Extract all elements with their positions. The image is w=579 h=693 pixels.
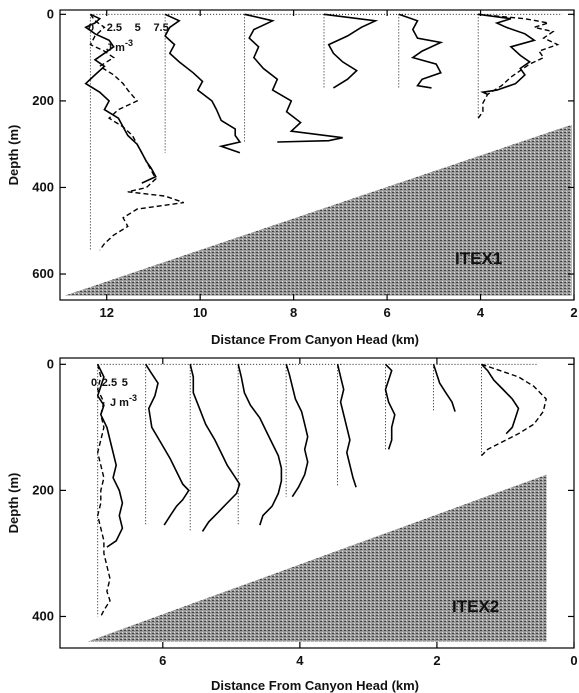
profile-station bbox=[432, 363, 490, 412]
energy-unit-label: J m-3 bbox=[110, 393, 137, 409]
x-tick-label: 10 bbox=[193, 305, 207, 320]
y-tick-label: 400 bbox=[32, 608, 54, 623]
profile-station bbox=[145, 363, 202, 526]
y-tick-label: 400 bbox=[32, 179, 54, 194]
energy-profiles bbox=[84, 13, 563, 251]
profile-station bbox=[285, 363, 342, 498]
y-tick-label: 0 bbox=[47, 6, 54, 21]
profile-line-dashed bbox=[96, 364, 111, 617]
profile-line-solid bbox=[145, 363, 190, 526]
seafloor-shading bbox=[64, 124, 572, 296]
profile-line-solid bbox=[285, 364, 309, 498]
x-axis-label: Distance From Canyon Head (km) bbox=[211, 332, 419, 347]
profile-station bbox=[96, 363, 154, 617]
x-axis-label: Distance From Canyon Head (km) bbox=[211, 678, 419, 693]
y-axis-label: Depth (m) bbox=[6, 473, 21, 534]
y-tick-label: 0 bbox=[47, 356, 54, 371]
x-tick-label: 8 bbox=[290, 305, 297, 320]
profile-line-solid bbox=[480, 363, 520, 435]
y-axis-ticks: 0 200 400 bbox=[32, 356, 574, 623]
energy-scale-label: 7.5 bbox=[153, 22, 168, 34]
profile-line-solid bbox=[384, 363, 396, 450]
profile-line-dashed bbox=[477, 13, 560, 119]
energy-scale-label: 5 bbox=[122, 377, 128, 389]
seafloor-region bbox=[64, 124, 572, 296]
x-tick-label: 0 bbox=[570, 653, 577, 668]
x-tick-label: 4 bbox=[296, 653, 304, 668]
energy-scale-label: 5 bbox=[135, 22, 141, 34]
profile-station bbox=[189, 363, 246, 532]
x-axis-ticks: 12 10 8 6 4 2 bbox=[99, 10, 578, 320]
profile-line-solid bbox=[432, 364, 456, 412]
profile-line-solid bbox=[244, 13, 343, 143]
energy-profiles bbox=[96, 363, 547, 617]
x-tick-label: 2 bbox=[433, 653, 440, 668]
profile-station bbox=[323, 13, 409, 89]
energy-scale-label: 0 bbox=[91, 377, 97, 389]
y-axis-label: Depth (m) bbox=[6, 125, 21, 186]
energy-unit-superscript: -3 bbox=[125, 38, 133, 48]
profile-station bbox=[164, 13, 250, 154]
profile-line-solid bbox=[164, 13, 242, 154]
profile-station bbox=[477, 13, 563, 119]
profile-line-solid bbox=[237, 364, 283, 526]
plot-frame bbox=[59, 357, 575, 649]
x-tick-label: 2 bbox=[570, 305, 577, 320]
profile-line-solid bbox=[398, 13, 444, 89]
profile-station bbox=[398, 13, 483, 89]
profile-line-solid bbox=[323, 13, 379, 89]
profile-station bbox=[84, 13, 185, 251]
x-tick-label: 12 bbox=[99, 305, 113, 320]
x-tick-label: 6 bbox=[383, 305, 390, 320]
y-tick-label: 200 bbox=[32, 93, 54, 108]
profile-line-solid bbox=[84, 13, 157, 184]
profile-line-dashed bbox=[480, 363, 547, 457]
profile-station bbox=[384, 363, 442, 450]
x-tick-label: 6 bbox=[159, 653, 166, 668]
energy-unit-superscript: -3 bbox=[129, 393, 137, 403]
profile-line-solid bbox=[96, 363, 124, 548]
energy-scale-label: 0 bbox=[88, 22, 94, 34]
y-axis-ticks: 0 200 400 600 bbox=[32, 6, 574, 281]
x-tick-label: 4 bbox=[477, 305, 485, 320]
profile-line-solid bbox=[189, 364, 241, 532]
panel-itex2: 6 4 2 0 0 200 400 0 2.5 5 J m-3 Distance From Ca… bbox=[6, 356, 578, 693]
energy-scale-label: 2.5 bbox=[107, 22, 122, 34]
profile-line-solid bbox=[478, 13, 537, 96]
y-tick-label: 200 bbox=[32, 482, 54, 497]
panel-label: ITEX1 bbox=[455, 249, 502, 268]
profile-line-dashed bbox=[89, 13, 185, 251]
profile-station bbox=[336, 363, 394, 488]
seafloor-region bbox=[87, 474, 547, 642]
seafloor-shading bbox=[87, 474, 547, 642]
profile-station bbox=[480, 363, 547, 457]
profile-line-solid bbox=[336, 364, 357, 488]
y-tick-label: 600 bbox=[32, 266, 54, 281]
panel-label: ITEX2 bbox=[452, 597, 499, 616]
profile-station bbox=[244, 13, 343, 143]
energy-scale: 0 2.5 5 7.5J m-3 bbox=[88, 22, 169, 54]
x-axis-ticks: 6 4 2 0 bbox=[159, 358, 578, 668]
profile-station bbox=[237, 363, 294, 526]
energy-scale-label: 2.5 bbox=[102, 377, 117, 389]
plot-frame bbox=[59, 9, 575, 301]
